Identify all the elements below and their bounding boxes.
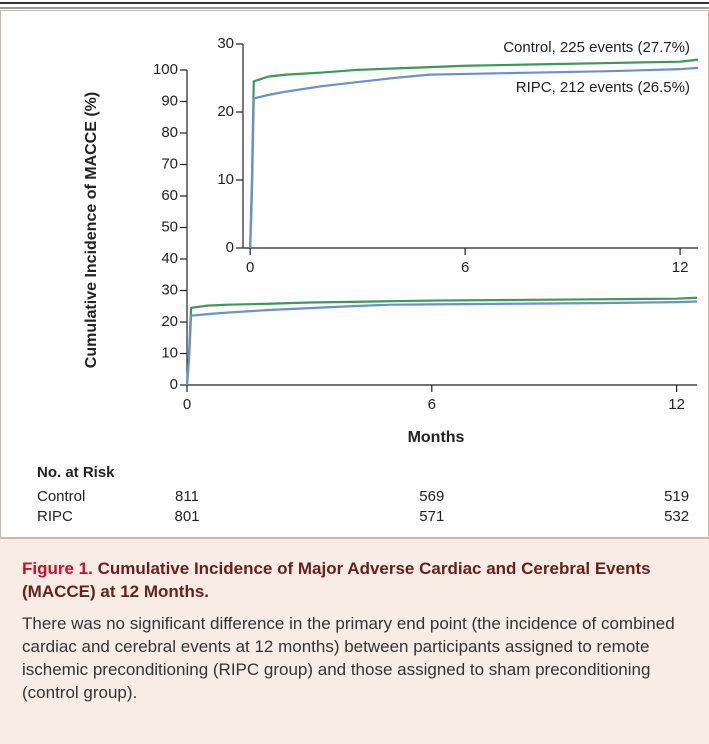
line-series bbox=[249, 66, 699, 249]
y-tick-label: 30 bbox=[217, 35, 234, 52]
x-tick-label: 0 bbox=[246, 259, 254, 276]
caption-title: Cumulative Incidence of Major Adverse Ca… bbox=[22, 559, 651, 601]
y-tick-label: 10 bbox=[161, 344, 178, 361]
y-tick-label: 0 bbox=[170, 376, 178, 393]
y-tick-label: 80 bbox=[161, 124, 178, 141]
x-axis-label: Months bbox=[408, 429, 465, 446]
x-tick-label: 12 bbox=[672, 259, 689, 276]
y-tick-label: 30 bbox=[161, 281, 178, 298]
risk-value: 811 bbox=[175, 488, 199, 505]
x-tick-label: 12 bbox=[668, 396, 685, 413]
y-tick-label: 20 bbox=[217, 103, 234, 120]
x-tick-label: 0 bbox=[183, 396, 191, 413]
y-tick-label: 100 bbox=[153, 61, 178, 78]
caption: Figure 1. Cumulative Incidence of Major … bbox=[0, 538, 709, 744]
figure-number: Figure 1. bbox=[22, 559, 93, 578]
chart: Cumulative Incidence of MACCE (%) Months… bbox=[0, 2, 709, 538]
y-tick-label: 70 bbox=[161, 155, 178, 172]
y-tick-label: 40 bbox=[161, 250, 178, 267]
risk-value: 571 bbox=[419, 508, 444, 525]
x-tick-label: 6 bbox=[461, 259, 469, 276]
y-tick-label: 60 bbox=[161, 187, 178, 204]
y-tick-label: 0 bbox=[226, 239, 234, 256]
line-series bbox=[185, 296, 698, 386]
line-series bbox=[249, 58, 699, 249]
risk-value: 519 bbox=[664, 488, 689, 505]
annotation: RIPC, 212 events (26.5%) bbox=[516, 79, 690, 96]
x-tick-label: 6 bbox=[428, 396, 436, 413]
risk-value: 801 bbox=[174, 508, 199, 525]
y-tick-label: 50 bbox=[161, 218, 178, 235]
risk-table-title: No. at Risk bbox=[37, 464, 115, 481]
caption-text: There was no significant difference in t… bbox=[22, 614, 675, 702]
risk-row-label: Control bbox=[37, 488, 85, 505]
y-tick-label: 10 bbox=[217, 171, 234, 188]
line-series bbox=[185, 300, 698, 386]
y-tick-label: 20 bbox=[161, 313, 178, 330]
caption-heading: Figure 1. Cumulative Incidence of Major … bbox=[22, 557, 687, 603]
annotation: Control, 225 events (27.7%) bbox=[503, 39, 690, 56]
risk-row-label: RIPC bbox=[37, 508, 73, 525]
risk-value: 569 bbox=[419, 488, 444, 505]
risk-value: 532 bbox=[664, 508, 689, 525]
y-axis-label: Cumulative Incidence of MACCE (%) bbox=[83, 92, 100, 368]
y-tick-label: 90 bbox=[161, 92, 178, 109]
